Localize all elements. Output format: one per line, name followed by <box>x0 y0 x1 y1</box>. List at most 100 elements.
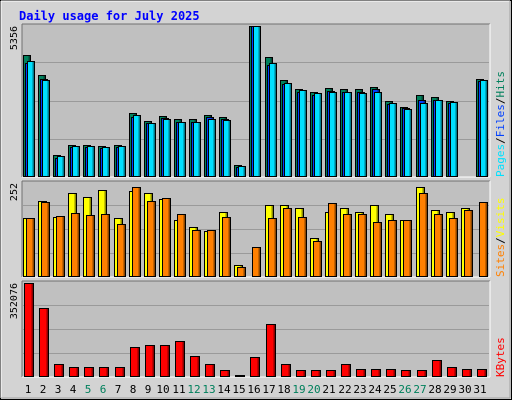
bar-pages-day-21 <box>329 92 337 177</box>
bar-sites-day-8 <box>132 187 141 277</box>
bar-sites-day-12 <box>192 230 201 277</box>
bar-pages-day-2 <box>42 80 50 177</box>
bar-pages-day-9 <box>148 123 156 177</box>
day-label-25: 25 <box>383 383 396 396</box>
bar-kbytes-day-3 <box>54 364 64 377</box>
bar-sites-day-1 <box>26 218 35 277</box>
bar-kbytes-day-2 <box>39 308 49 377</box>
bar-kbytes-day-19 <box>296 370 306 377</box>
bar-pages-day-7 <box>118 146 126 177</box>
panel-middle: 252 Sites/Visits <box>9 180 507 278</box>
day-label-19: 19 <box>292 383 305 396</box>
bar-pages-day-23 <box>359 93 367 177</box>
bar-pages-day-29 <box>450 102 458 177</box>
bar-kbytes-day-15 <box>235 375 245 377</box>
bar-pages-day-6 <box>102 147 110 177</box>
bar-kbytes-day-28 <box>432 360 442 377</box>
legend-entry-hits: Hits <box>494 71 507 98</box>
day-label-21: 21 <box>322 383 335 396</box>
day-label-7: 7 <box>115 383 122 396</box>
bar-pages-day-24 <box>374 92 382 177</box>
bar-pages-day-31 <box>480 80 488 177</box>
bar-sites-day-26 <box>403 220 412 277</box>
bar-pages-day-4 <box>72 146 80 177</box>
day-label-24: 24 <box>368 383 382 396</box>
bar-sites-day-30 <box>464 210 473 277</box>
y-max-label-middle: 252 <box>9 183 20 201</box>
day-label-26: 26 <box>398 383 411 396</box>
legend-entry-kbytes: KBytes <box>494 337 507 377</box>
bar-sites-day-23 <box>358 214 367 277</box>
bar-kbytes-day-17 <box>266 324 276 377</box>
legend-top: Pages/Files/Hits <box>494 71 507 177</box>
bar-kbytes-day-7 <box>115 367 125 377</box>
day-label-28: 28 <box>428 383 441 396</box>
bar-kbytes-day-31 <box>477 369 487 377</box>
bar-kbytes-day-16 <box>250 357 260 377</box>
legend-bottom: KBytes <box>494 337 507 377</box>
bar-sites-day-27 <box>419 193 428 277</box>
bar-kbytes-day-20 <box>311 370 321 377</box>
bar-pages-day-8 <box>133 115 141 177</box>
legend-entry-files: Files <box>494 104 507 137</box>
day-label-22: 22 <box>338 383 351 396</box>
bar-pages-day-11 <box>178 122 186 177</box>
series-kbytes <box>24 283 487 377</box>
bar-kbytes-day-10 <box>160 345 170 377</box>
bar-pages-day-25 <box>389 103 397 177</box>
bar-sites-day-22 <box>343 214 352 277</box>
bar-pages-day-28 <box>435 100 443 177</box>
y-max-label-top: 5356 <box>9 26 20 50</box>
day-label-16: 16 <box>247 383 260 396</box>
bar-sites-day-18 <box>283 208 292 277</box>
day-label-15: 15 <box>232 383 245 396</box>
day-label-4: 4 <box>70 383 77 396</box>
bar-kbytes-day-26 <box>401 370 411 377</box>
bar-kbytes-day-1 <box>24 283 34 377</box>
day-label-17: 17 <box>262 383 275 396</box>
bar-pages-day-1 <box>27 61 35 177</box>
day-label-2: 2 <box>40 383 47 396</box>
bar-pages-day-15 <box>238 166 246 177</box>
bar-pages-day-18 <box>284 83 292 177</box>
day-label-6: 6 <box>100 383 107 396</box>
bar-sites-day-5 <box>86 215 95 277</box>
panel-top: 5356 Pages/Files/Hits <box>9 23 507 178</box>
bar-pages-day-12 <box>193 122 201 177</box>
bar-sites-day-10 <box>162 198 171 277</box>
day-label-31: 31 <box>473 383 486 396</box>
bar-sites-day-4 <box>71 213 80 277</box>
bar-kbytes-day-18 <box>281 364 291 377</box>
x-axis-day-labels: 1 2 3 4 5 6 7 8 9 10 11 12 13 14 15 16 17 18 19 20 21 22 23 24 2… <box>25 383 487 396</box>
bar-sites-day-21 <box>328 203 337 277</box>
bar-sites-day-13 <box>207 230 216 277</box>
bar-pages-day-20 <box>314 93 322 177</box>
bar-kbytes-day-27 <box>417 370 427 377</box>
y-max-label-bottom: 352076 <box>9 283 20 319</box>
bar-sites-day-25 <box>388 220 397 277</box>
legend-entry-visits: Visits <box>494 198 507 238</box>
bar-pages-day-19 <box>299 90 307 177</box>
day-label-29: 29 <box>443 383 456 396</box>
bar-pages-day-10 <box>163 119 171 177</box>
bar-pages-day-3 <box>57 156 65 177</box>
bar-sites-day-16 <box>252 247 261 277</box>
bar-kbytes-day-11 <box>175 341 185 377</box>
day-label-10: 10 <box>156 383 169 396</box>
bar-sites-day-14 <box>222 217 231 277</box>
bar-sites-day-19 <box>298 217 307 277</box>
bar-kbytes-day-4 <box>69 367 79 377</box>
bar-kbytes-day-24 <box>371 369 381 377</box>
day-label-11: 11 <box>172 383 185 396</box>
bar-sites-day-6 <box>101 214 110 277</box>
bar-kbytes-day-22 <box>341 364 351 377</box>
bar-kbytes-day-12 <box>190 356 200 377</box>
bar-sites-day-17 <box>268 218 277 277</box>
bar-pages-day-16 <box>253 26 261 177</box>
bar-pages-day-17 <box>269 63 277 177</box>
bar-kbytes-day-30 <box>462 369 472 377</box>
bar-sites-day-20 <box>313 241 322 277</box>
bar-kbytes-day-6 <box>99 367 109 377</box>
day-label-18: 18 <box>277 383 290 396</box>
